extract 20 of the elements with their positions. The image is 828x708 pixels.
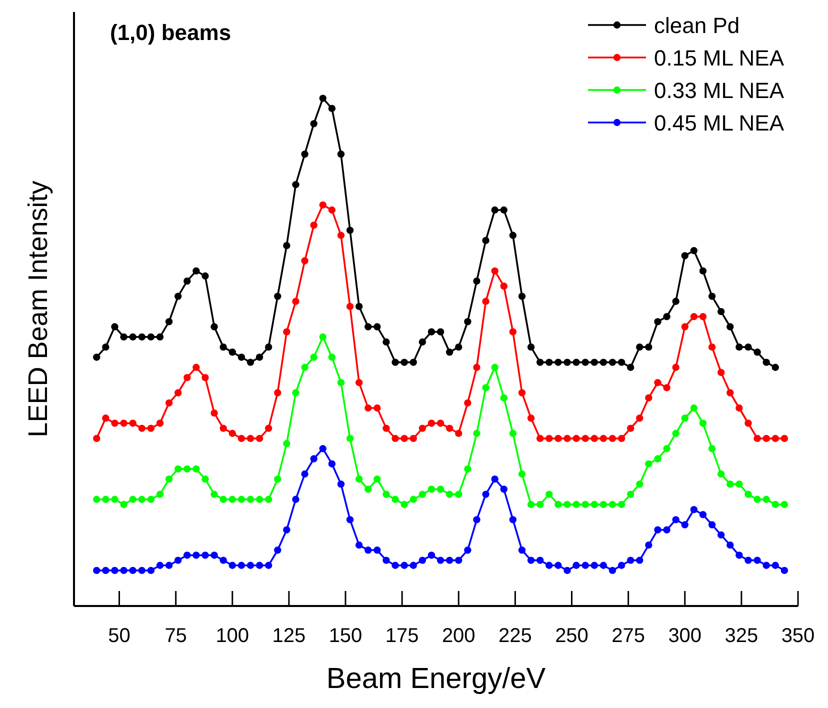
x-tick-label: 350 <box>781 625 815 647</box>
x-tick-label: 175 <box>385 625 419 647</box>
legend-label: clean Pd <box>654 13 740 38</box>
x-tick-label: 325 <box>724 625 758 647</box>
x-tick-label: 50 <box>108 625 130 647</box>
x-tick-label: 200 <box>442 625 476 647</box>
x-tick-label: 225 <box>498 625 532 647</box>
x-axis-title: Beam Energy/eV <box>326 663 546 695</box>
x-tick-label: 250 <box>555 625 588 647</box>
x-tick-label: 275 <box>612 625 645 647</box>
chart-title: (1,0) beams <box>110 20 232 45</box>
legend-label: 0.33 ML NEA <box>654 78 784 103</box>
y-axis-title: LEED Beam Intensity <box>23 180 53 438</box>
legend-label: 0.45 ML NEA <box>654 110 784 136</box>
x-tick-label: 300 <box>668 625 702 647</box>
x-tick-label: 100 <box>216 625 250 647</box>
x-tick-label: 125 <box>272 625 306 647</box>
legend-label: 0.15 ML NEA <box>654 46 784 70</box>
x-tick-label: 150 <box>328 625 362 647</box>
x-tick-label: 75 <box>164 625 187 647</box>
